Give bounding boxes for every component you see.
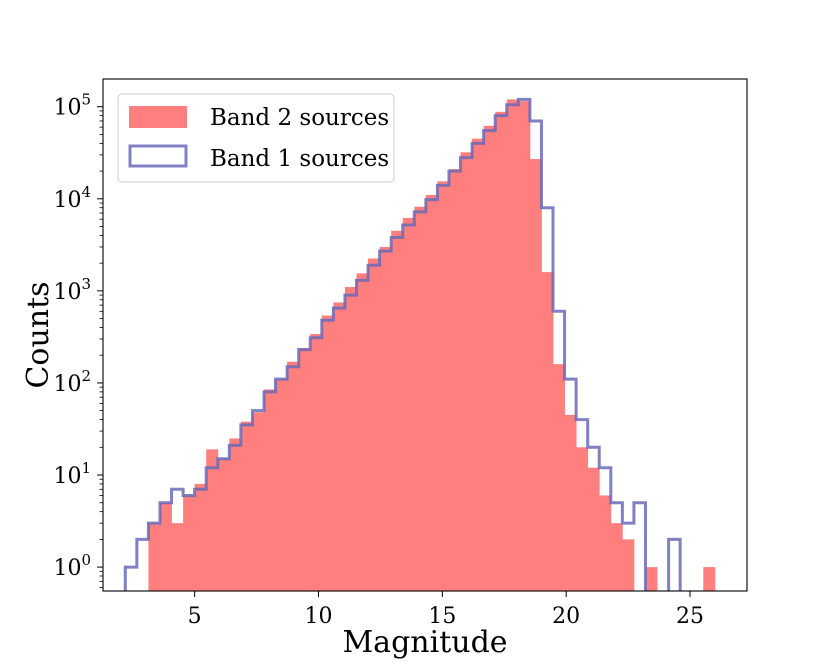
band2-bar — [171, 523, 184, 591]
band2-bar — [229, 438, 242, 591]
band2-bar — [472, 138, 485, 591]
band2-bar — [240, 421, 253, 591]
band2-bar — [287, 361, 300, 591]
y-axis-label: Counts — [21, 281, 56, 388]
band2-bar — [495, 111, 508, 591]
band2-bar — [587, 467, 600, 591]
band2-bar — [344, 287, 357, 591]
band2-bar — [310, 334, 323, 591]
y-axis: 100 101 102 103 104 105 — [53, 91, 103, 588]
band2-bar — [217, 458, 230, 591]
legend-swatch-band2 — [129, 106, 187, 128]
band2-bar — [402, 217, 415, 591]
y-tick-label: 101 — [53, 459, 91, 489]
band2-bar — [194, 483, 207, 591]
x-tick-label: 5 — [188, 604, 202, 629]
x-tick-label: 15 — [428, 604, 456, 629]
band2-bar — [576, 447, 589, 591]
legend-label-band1: Band 1 sources — [210, 146, 389, 172]
band2-bar — [483, 125, 496, 591]
band2-bar — [159, 502, 172, 591]
band2-bar — [414, 206, 427, 591]
band2-bars — [148, 99, 716, 591]
band2-bar — [275, 379, 288, 591]
band2-bar — [541, 272, 554, 591]
band2-bar — [703, 567, 716, 591]
band2-bar — [529, 159, 542, 591]
y-tick-label: 102 — [53, 367, 91, 397]
x-tick-label: 10 — [304, 604, 332, 629]
plot-frame — [102, 78, 748, 592]
band2-bar — [183, 495, 196, 591]
y-tick-label: 104 — [53, 183, 91, 213]
band2-bar — [425, 194, 438, 591]
band2-bar — [599, 495, 612, 591]
band2-bar — [252, 412, 265, 591]
band2-bar — [610, 523, 623, 591]
band2-bar — [356, 273, 369, 591]
x-axis: 5 10 15 20 25 — [188, 591, 704, 629]
band2-bar — [379, 246, 392, 591]
band2-bar — [321, 315, 334, 591]
band2-bar — [564, 414, 577, 591]
legend-label-band2: Band 2 sources — [210, 105, 389, 131]
band2-bar — [333, 302, 346, 591]
band2-bar — [518, 101, 531, 591]
band2-bar — [298, 347, 311, 591]
band2-bar — [448, 169, 461, 591]
x-axis-label: Magnitude — [342, 625, 507, 660]
y-tick-label: 103 — [53, 275, 91, 305]
band2-bar — [391, 230, 404, 591]
band2-bar — [506, 99, 519, 591]
band2-bar — [437, 181, 450, 591]
y-tick-label: 100 — [53, 551, 91, 581]
band2-bar — [553, 364, 565, 591]
band1-step-line — [123, 97, 682, 591]
band2-bar — [206, 449, 219, 591]
band1-steps — [123, 97, 682, 591]
x-tick-label: 20 — [552, 604, 580, 629]
band2-bar — [148, 523, 161, 591]
band2-bar — [622, 539, 635, 591]
x-tick-label: 25 — [676, 604, 704, 629]
band2-bar — [460, 152, 473, 591]
band2-bar — [368, 258, 381, 591]
y-tick-label: 105 — [53, 91, 91, 121]
legend: Band 2 sources Band 1 sources — [117, 93, 395, 183]
band2-bar — [264, 389, 276, 591]
legend-swatch-band1 — [128, 144, 188, 168]
band2-bar — [645, 567, 658, 591]
